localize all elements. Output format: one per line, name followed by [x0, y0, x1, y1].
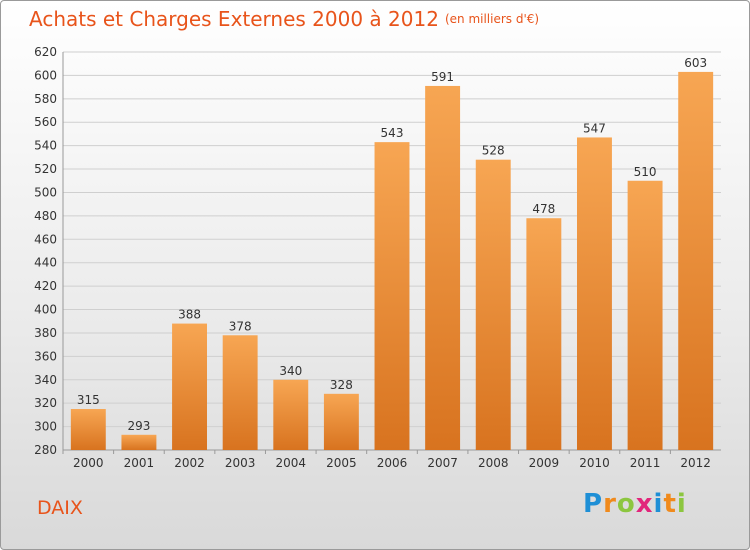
y-tick-label: 340 — [34, 373, 57, 387]
x-tick-label-2003: 2003 — [225, 456, 256, 470]
chart-unit: (en milliers d'€) — [444, 12, 540, 26]
y-tick-label: 520 — [34, 162, 57, 176]
value-label-2003: 378 — [229, 319, 252, 333]
logo-letter-r: r — [603, 489, 617, 519]
y-tick-label: 480 — [34, 209, 57, 223]
x-tick-label-2009: 2009 — [529, 456, 560, 470]
x-tick-label-2008: 2008 — [478, 456, 509, 470]
logo-letter-p: P — [583, 489, 604, 519]
logo-letter-x: x — [635, 489, 654, 519]
value-label-2001: 293 — [127, 419, 150, 433]
x-tick-label-2004: 2004 — [275, 456, 306, 470]
bars — [70, 71, 714, 451]
chart-title: Achats et Charges Externes 2000 à 2012 (e… — [29, 7, 539, 31]
y-tick-label: 600 — [34, 68, 57, 82]
x-axis-ticks: 2000 2001 2002 2003 2004 2005 2006 2007 2008 2009… — [62, 450, 711, 470]
y-tick-label: 620 — [34, 45, 57, 59]
value-label-2010: 547 — [583, 121, 606, 135]
x-tick-label-2006: 2006 — [377, 456, 408, 470]
bar-2003 — [222, 335, 258, 450]
y-tick-label: 380 — [34, 326, 57, 340]
x-tick-label-2001: 2001 — [124, 456, 155, 470]
proxiti-logo: Proxiti — [583, 489, 687, 519]
y-tick-label: 420 — [34, 279, 57, 293]
value-label-2007: 591 — [431, 70, 454, 84]
x-tick-label-2011: 2011 — [630, 456, 661, 470]
bar-2000 — [70, 409, 106, 450]
bar-2010 — [576, 137, 612, 450]
y-tick-label: 580 — [34, 92, 57, 106]
value-label-2012: 603 — [684, 56, 707, 70]
bar-2009 — [526, 218, 562, 450]
value-label-2011: 510 — [634, 165, 657, 179]
y-tick-label: 320 — [34, 396, 57, 410]
logo-letter-t: t — [663, 489, 677, 519]
x-tick-label-2012: 2012 — [680, 456, 711, 470]
bar-2004 — [273, 379, 309, 450]
value-label-2004: 340 — [279, 364, 302, 378]
y-tick-label: 280 — [34, 443, 57, 457]
logo-letter-i1: i — [653, 489, 664, 519]
x-tick-label-2010: 2010 — [579, 456, 610, 470]
place-name: DAIX — [37, 497, 83, 519]
x-tick-label-2000: 2000 — [73, 456, 104, 470]
bar-2007 — [425, 85, 461, 451]
logo-letter-i2: i — [676, 489, 687, 519]
bar-2012 — [678, 71, 714, 451]
value-label-2005: 328 — [330, 378, 353, 392]
x-tick-label-2007: 2007 — [427, 456, 458, 470]
y-tick-label: 460 — [34, 232, 57, 246]
bar-2001 — [121, 434, 157, 450]
y-tick-label: 300 — [34, 420, 57, 434]
value-label-2008: 528 — [482, 144, 505, 158]
y-tick-label: 560 — [34, 115, 57, 129]
logo-letter-o: o — [616, 489, 636, 519]
y-tick-label: 440 — [34, 256, 57, 270]
y-tick-label: 400 — [34, 303, 57, 317]
value-label-2000: 315 — [77, 393, 100, 407]
value-label-2002: 388 — [178, 308, 201, 322]
bar-2011 — [627, 180, 663, 450]
bar-2002 — [172, 323, 208, 450]
y-tick-label: 360 — [34, 349, 57, 363]
y-tick-label: 540 — [34, 139, 57, 153]
value-labels: 315 293 388 378 340 328 543 591 528 478 547 510 603 — [77, 56, 707, 433]
y-tick-label: 500 — [34, 185, 57, 199]
x-tick-label-2005: 2005 — [326, 456, 357, 470]
value-label-2006: 543 — [381, 126, 404, 140]
bar-2005 — [323, 393, 359, 450]
x-tick-label-2002: 2002 — [174, 456, 205, 470]
y-axis-ticks: 280 300 320 340 360 380 400 420 440 460 480 500 520 5… — [34, 45, 57, 457]
bar-2006 — [374, 142, 410, 450]
chart-title-text: Achats et Charges Externes 2000 à 2012 — [29, 7, 439, 31]
value-label-2009: 478 — [532, 202, 555, 216]
bar-2008 — [475, 159, 511, 450]
